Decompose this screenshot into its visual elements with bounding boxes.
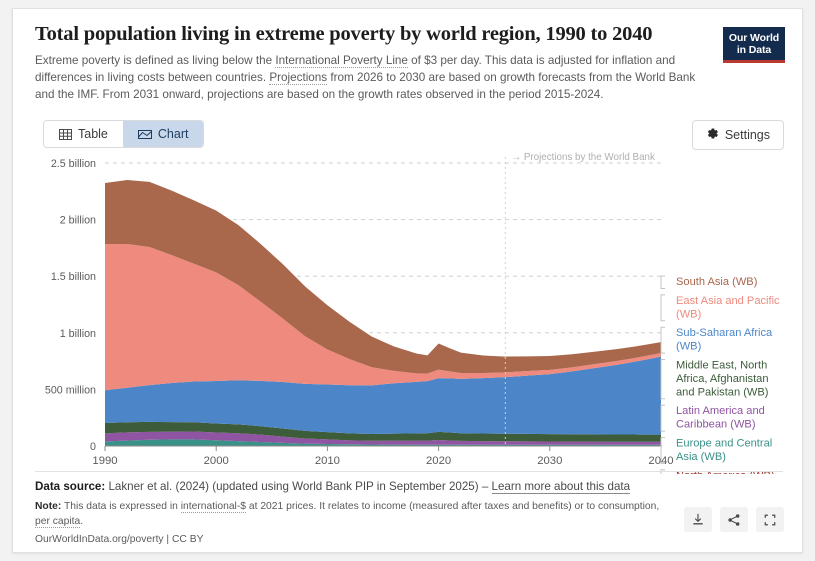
international-dollar-link[interactable]: international-$ (180, 501, 247, 514)
settings-button[interactable]: Settings (691, 120, 784, 150)
projection-marker: → Projections by the World Bank (504, 152, 655, 446)
legend-label: and Pakistan (WB) (676, 386, 768, 398)
logo-line-1: Our World (728, 32, 780, 44)
x-axis-ticks: 1990 2000 2010 2020 2030 2040 (92, 445, 674, 467)
legend-label: (WB) (676, 341, 701, 353)
area-series-layer (105, 179, 661, 446)
download-button[interactable] (684, 507, 712, 532)
footer-action-buttons (684, 507, 784, 532)
view-tabs: Table Chart (43, 120, 205, 148)
chart-plot-area: → Projections by the World Bank 0 500 mil… (13, 149, 804, 474)
legend-label: Middle East, North (676, 360, 767, 372)
share-button[interactable] (720, 507, 748, 532)
x-tick-label: 2020 (426, 455, 451, 467)
legend-item[interactable]: Latin America and Caribbean (WB) (660, 404, 765, 432)
license-line: OurWorldInData.org/poverty | CC BY (35, 534, 204, 546)
area-east-asia-and-pacific-wb (105, 243, 661, 391)
tab-chart[interactable]: Chart (122, 121, 204, 147)
subtitle-text-2: of $3 per day. This data is adjusted for… (35, 53, 676, 84)
chart-subtitle: Extreme poverty is defined as living bel… (35, 53, 705, 104)
legend-label: South Asia (WB) (676, 276, 757, 288)
chart-icon (137, 128, 152, 141)
subtitle-text-3: from 2026 to 2030 are based on growth fo… (35, 70, 696, 101)
y-tick-label: 0 (90, 441, 96, 453)
legend-label: Caribbean (WB) (676, 419, 756, 431)
expand-button[interactable] (756, 507, 784, 532)
data-source-text: Lakner et al. (2024) (updated using Worl… (108, 480, 489, 493)
legend-label: Europe and Central (676, 438, 772, 450)
note-line: Note: This data is expressed in internat… (35, 500, 675, 530)
projection-annotation: → Projections by the World Bank (511, 152, 655, 163)
legend-label: East Asia and Pacific (676, 295, 780, 307)
x-tick-label: 2000 (204, 455, 229, 467)
y-tick-label: 2 billion (60, 215, 96, 227)
download-icon (693, 513, 703, 524)
area-south-asia-wb (105, 179, 661, 374)
per-capita-link[interactable]: per capita (35, 516, 81, 529)
note-text-1: This data is expressed in (61, 501, 181, 513)
legend-item[interactable]: Sub-Saharan Africa (WB) (660, 326, 773, 354)
chart-legend[interactable]: South Asia (WB)East Asia and Pacific(WB)… (660, 275, 780, 474)
y-tick-label: 2.5 billion (51, 158, 96, 170)
x-tick-label: 1990 (92, 455, 117, 467)
page-title: Total population living in extreme pover… (35, 23, 653, 45)
logo-line-2: in Data (736, 44, 772, 57)
international-poverty-line-link[interactable]: International Poverty Line (275, 53, 408, 68)
legend-label: Asia (WB) (676, 451, 726, 463)
tab-table-label: Table (78, 127, 108, 141)
legend-item[interactable]: East Asia and Pacific(WB) (660, 294, 780, 322)
note-label: Note: (35, 501, 62, 513)
owid-logo[interactable]: Our World in Data (723, 27, 785, 63)
data-source-label: Data source: (35, 480, 106, 493)
note-text-3: . (80, 516, 84, 528)
x-tick-label: 2030 (537, 455, 562, 467)
legend-label: (WB) (676, 308, 701, 320)
chart-card: Total population living in extreme pover… (12, 8, 803, 553)
area-sub-saharan-africa-wb (105, 356, 661, 435)
legend-label: Sub-Saharan Africa (676, 327, 773, 339)
tab-table[interactable]: Table (44, 121, 123, 147)
data-source-line: Data source: Lakner et al. (2024) (updat… (35, 479, 675, 495)
y-axis-ticks: 0 500 million 1 billion 1.5 billion 2 billio… (45, 158, 96, 453)
y-tick-label: 1 billion (60, 328, 96, 340)
legend-label: Africa, Afghanistan (676, 373, 769, 385)
legend-label: Latin America and (676, 405, 765, 417)
table-icon (59, 128, 72, 141)
tab-chart-label: Chart (157, 127, 189, 141)
expand-icon (764, 514, 776, 525)
learn-more-link[interactable]: Learn more about this data (491, 480, 631, 494)
chart-footer: Data source: Lakner et al. (2024) (updat… (35, 479, 675, 545)
projections-link[interactable]: Projections (269, 70, 328, 85)
gear-icon (706, 127, 719, 143)
area-europe-and-central-asia-wb (105, 439, 661, 446)
y-tick-label: 500 million (45, 384, 96, 396)
subtitle-text-1: Extreme poverty is defined as living bel… (35, 53, 276, 67)
area-chart-svg[interactable]: → Projections by the World Bank 0 500 mil… (13, 149, 804, 474)
legend-item[interactable]: South Asia (WB) (660, 275, 757, 289)
share-icon (728, 513, 740, 526)
note-text-2: at 2021 prices. It relates to income (me… (246, 501, 660, 513)
area-middle-east-north-africa-afghanistan-and-pakistan-wb (105, 421, 661, 442)
footer-divider (35, 471, 783, 472)
area-latin-america-and-caribbean-wb (105, 431, 661, 445)
x-tick-label: 2010 (315, 455, 340, 467)
chart-header: Total population living in extreme pover… (35, 23, 705, 103)
y-tick-label: 1.5 billion (51, 271, 96, 283)
settings-label: Settings (724, 128, 770, 142)
